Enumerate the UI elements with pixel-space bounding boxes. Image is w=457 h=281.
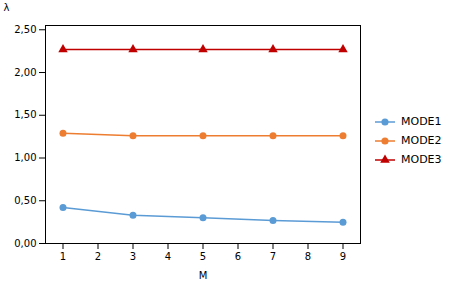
html-text:MODE2: MODE2 — [401, 134, 442, 147]
svg-text:3: 3 — [130, 251, 136, 262]
svg-text:1,50: 1,50 — [14, 109, 36, 120]
svg-text:0,00: 0,00 — [14, 238, 36, 249]
svg-text:9: 9 — [340, 251, 346, 262]
svg-text:1,00: 1,00 — [14, 152, 36, 163]
svg-text:6: 6 — [235, 251, 241, 262]
svg-text:M: M — [199, 270, 208, 281]
svg-text:7: 7 — [270, 251, 276, 262]
svg-text:2,50: 2,50 — [14, 24, 36, 35]
svg-text:2: 2 — [95, 251, 101, 262]
svg-text:0,50: 0,50 — [14, 195, 36, 206]
svg-text:4: 4 — [165, 251, 171, 262]
svg-text:1: 1 — [60, 251, 66, 262]
svg-text:2,00: 2,00 — [14, 67, 36, 78]
html-text:MODE1: MODE1 — [401, 115, 442, 128]
svg-text:5: 5 — [200, 251, 206, 262]
svg-text:λ: λ — [4, 2, 10, 13]
html-text:MODE3: MODE3 — [401, 153, 442, 166]
svg-text:8: 8 — [305, 251, 311, 262]
